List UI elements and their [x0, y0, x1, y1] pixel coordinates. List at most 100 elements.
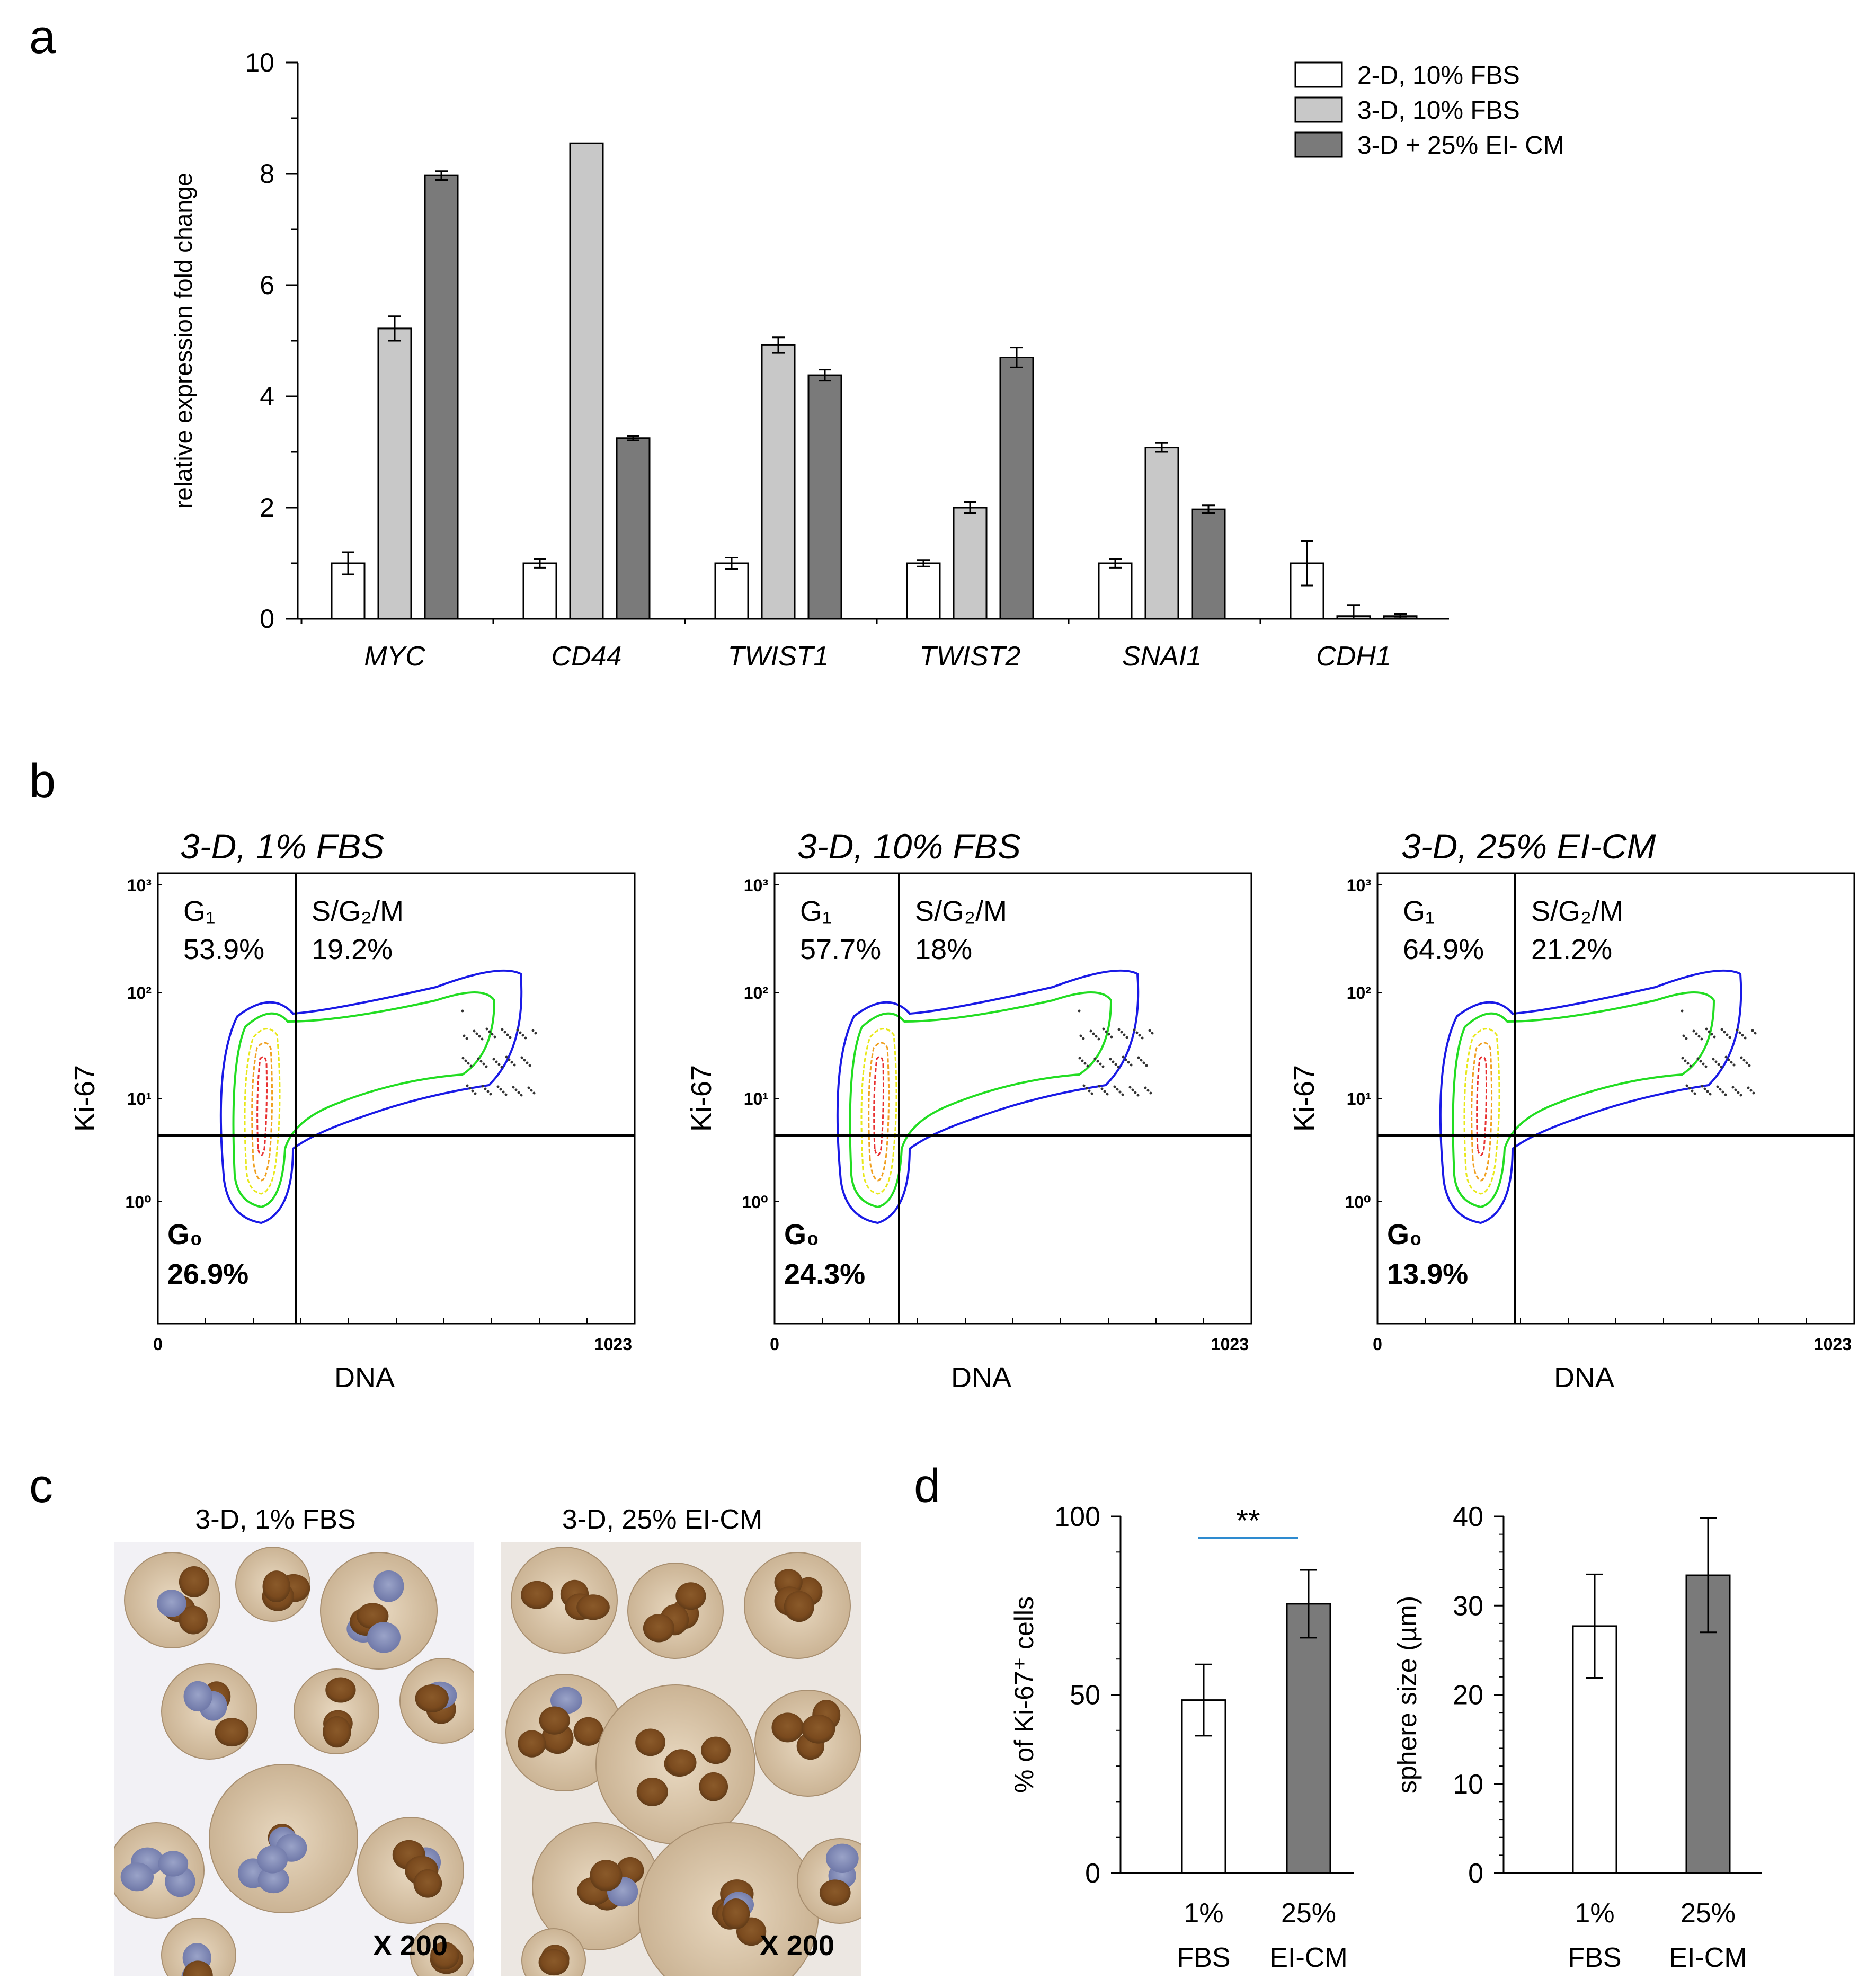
- event-dot: [1696, 1057, 1700, 1060]
- nucleus: [257, 1845, 288, 1874]
- event-dot: [514, 1088, 518, 1091]
- event-dot: [523, 1059, 526, 1062]
- event-dot: [1102, 1027, 1105, 1031]
- bar-cd44-s0: [522, 562, 557, 620]
- event-dot: [1125, 1036, 1128, 1039]
- event-dot: [1109, 1058, 1112, 1061]
- error-bar: [1301, 540, 1313, 587]
- flow-plot: 3-D, 10% FBS G₁ 57.7% S/G₂/M 18% G₀ 24.3% 10⁰ 10…: [686, 827, 1252, 1394]
- contour-line: [1463, 1028, 1500, 1195]
- event-dot: [469, 1064, 473, 1068]
- x-tick-label: 1023: [594, 1335, 632, 1354]
- contour-line: [860, 1028, 897, 1195]
- micrograph: 3-D, 1% FBS X 200: [114, 1504, 474, 1976]
- x-axis-label: DNA: [1554, 1362, 1614, 1394]
- event-dot: [1081, 1059, 1084, 1062]
- contour-line: [251, 1042, 273, 1182]
- nucleus: [699, 1772, 728, 1801]
- y-tick-label: 10²: [127, 983, 152, 1002]
- y-tick-label: 10³: [744, 876, 768, 895]
- nucleus: [643, 1614, 675, 1643]
- event-dot: [1145, 1064, 1148, 1067]
- bar-cd44-s2: [616, 437, 651, 620]
- event-dot: [1741, 1034, 1744, 1037]
- event-dot: [1151, 1032, 1154, 1035]
- event-dot: [520, 1094, 523, 1097]
- legend-swatch-3d-25cm: [1294, 131, 1343, 158]
- event-dot: [1100, 1087, 1104, 1090]
- event-dot: [1146, 1089, 1150, 1092]
- g0-label: G₀: [167, 1219, 202, 1250]
- event-dot: [493, 1035, 496, 1039]
- event-dot: [1723, 1031, 1726, 1034]
- event-dot: [481, 1085, 484, 1088]
- event-dot: [1714, 1060, 1718, 1063]
- panel-label-a: a: [29, 11, 56, 64]
- event-dot: [1691, 1089, 1694, 1093]
- contour-line: [836, 969, 1140, 1224]
- y-tick-label: 10⁰: [125, 1193, 152, 1212]
- event-dot: [1706, 1090, 1709, 1093]
- flow-plot: 3-D, 1% FBS G₁ 53.9% S/G₂/M 19.2% G₀ 26.9% 10⁰ 1…: [69, 827, 636, 1394]
- y-tick-label: 4: [260, 381, 274, 411]
- event-dot: [1693, 1092, 1696, 1095]
- event-dot: [474, 1092, 477, 1095]
- g0-value: 13.9%: [1387, 1258, 1468, 1290]
- event-dot: [485, 1027, 488, 1031]
- nucleus: [183, 1960, 213, 1976]
- g1-value: 57.7%: [800, 934, 881, 965]
- g0-label: G₀: [1387, 1219, 1422, 1250]
- event-dot: [1754, 1032, 1757, 1035]
- event-dot: [526, 1061, 529, 1064]
- event-dot: [1688, 1087, 1691, 1090]
- y-tick-label: 10²: [1347, 983, 1371, 1002]
- contour-line: [219, 969, 523, 1224]
- event-dot: [1141, 1036, 1144, 1040]
- event-dot: [1738, 1031, 1741, 1034]
- x-tick-label: TWIST1: [728, 641, 829, 672]
- event-dot: [481, 1037, 484, 1041]
- event-dot: [478, 1035, 481, 1038]
- event-dot: [1138, 1034, 1141, 1037]
- legend: 2-D, 10% FBS 3-D, 10% FBS 3-D + 25% EI- …: [1294, 61, 1564, 159]
- event-dot: [1740, 1056, 1743, 1059]
- event-dot: [1702, 1062, 1705, 1066]
- contour-line: [868, 1042, 890, 1182]
- event-dot: [463, 1034, 466, 1037]
- micrograph: 3-D, 25% EI-CM X 200: [501, 1504, 861, 1976]
- nucleus: [323, 1716, 351, 1748]
- event-dot: [1721, 1090, 1724, 1094]
- sg2m-value: 19.2%: [312, 934, 393, 965]
- contour-line: [256, 1056, 268, 1156]
- nucleus: [325, 1677, 356, 1703]
- nucleus: [539, 1706, 570, 1735]
- y-tick-label: 6: [260, 270, 274, 300]
- event-dot: [500, 1066, 503, 1069]
- x-tick-label: TWIST2: [920, 641, 1021, 672]
- event-dot: [1082, 1084, 1086, 1087]
- bar-twist1-s1: [761, 344, 796, 620]
- event-dot: [1116, 1088, 1119, 1091]
- event-dot: [528, 1064, 531, 1067]
- event-dot: [1708, 1030, 1711, 1033]
- g1-value: 64.9%: [1403, 934, 1484, 965]
- event-dot: [1684, 1059, 1687, 1062]
- event-dot: [530, 1089, 533, 1092]
- event-dot: [1083, 1062, 1087, 1065]
- event-dot: [531, 1029, 535, 1032]
- bar: [1286, 1603, 1331, 1874]
- event-dot: [519, 1031, 522, 1034]
- event-dot: [1134, 1091, 1137, 1094]
- event-dot: [1123, 1033, 1126, 1036]
- sg2m-label: S/G₂/M: [1531, 895, 1623, 927]
- x-tick-label: FBS: [1177, 1942, 1230, 1973]
- event-dot: [1710, 1033, 1713, 1036]
- event-dot: [1144, 1086, 1147, 1089]
- micrograph-image: [114, 1542, 474, 1976]
- event-dot: [508, 1058, 511, 1061]
- x-tick-label: CDH1: [1316, 641, 1391, 672]
- event-dot: [1734, 1088, 1737, 1091]
- y-tick-label: 10⁰: [742, 1193, 768, 1212]
- event-dot: [1681, 1009, 1684, 1013]
- event-dot: [486, 1090, 490, 1093]
